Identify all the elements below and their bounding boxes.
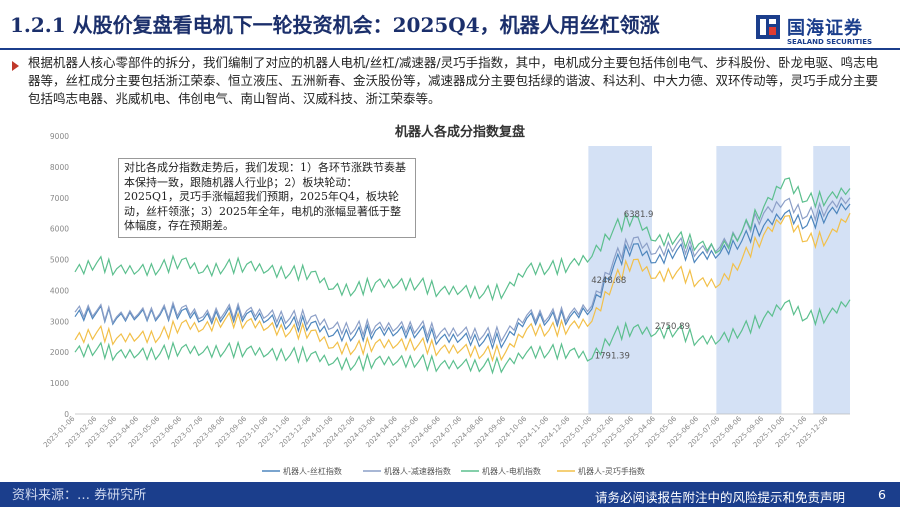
page-number: 6	[878, 487, 886, 502]
y-tick-label: 6000	[50, 225, 69, 234]
highlight-band	[813, 146, 850, 414]
legend-label: 机器人-灵巧手指数	[578, 466, 645, 476]
data-label: 2750.89	[655, 322, 690, 332]
series-line	[74, 177, 851, 302]
sealand-logo-icon	[756, 15, 780, 39]
y-tick-label: 7000	[50, 194, 69, 203]
annotation-text: 对比各成分指数走势后，我们发现：1）各环节涨跌节奏基本保持一致，跟随机器人行业β…	[124, 161, 406, 232]
y-tick-label: 1000	[50, 379, 69, 388]
series-line	[74, 299, 851, 375]
y-tick-label: 3000	[50, 317, 69, 326]
source-note: 资料来源：… 券研究所	[12, 488, 147, 503]
series-line	[74, 212, 851, 363]
y-tick-label: 5000	[50, 256, 69, 265]
bullet-icon	[12, 61, 19, 71]
chart-title: 机器人各成分指数复盘	[395, 124, 525, 140]
legend-label: 机器人-丝杠指数	[283, 466, 342, 476]
y-tick-label: 4000	[50, 286, 69, 295]
highlight-band	[716, 146, 782, 414]
data-label: 1791.39	[595, 352, 630, 362]
series-line	[74, 196, 851, 344]
data-label: 6381.9	[624, 210, 654, 220]
logo-chinese-name: 国海证券	[787, 18, 863, 39]
brand-logo: 国海证券 SEALAND SECURITIES	[755, 14, 895, 50]
disclaimer-text: 请务必阅读报告附注中的风险提示和免责声明	[595, 490, 846, 505]
y-tick-label: 2000	[50, 348, 69, 357]
y-tick-label: 9000	[50, 132, 69, 141]
intro-paragraph: 根据机器人核心零部件的拆分，我们编制了对应的机器人电机/丝杠/减速器/灵巧手指数…	[28, 55, 879, 106]
highlight-band	[588, 146, 653, 414]
series-line	[74, 202, 851, 351]
annotation-box: 对比各成分指数走势后，我们发现：1）各环节涨跌节奏基本保持一致，跟随机器人行业β…	[118, 158, 416, 238]
legend-label: 机器人-电机指数	[482, 466, 541, 476]
legend-label: 机器人-减速器指数	[384, 466, 451, 476]
y-tick-label: 8000	[50, 163, 69, 172]
data-label: 4248.68	[591, 276, 626, 286]
page-title: 1.2.1 从股价复盘看电机下一轮投资机会：2025Q4，机器人用丝杠领涨	[10, 13, 660, 37]
logo-english-name: SEALAND SECURITIES	[787, 38, 873, 46]
header-rule	[0, 48, 900, 50]
y-tick-label: 0	[64, 410, 69, 419]
footer-bar	[0, 482, 900, 507]
